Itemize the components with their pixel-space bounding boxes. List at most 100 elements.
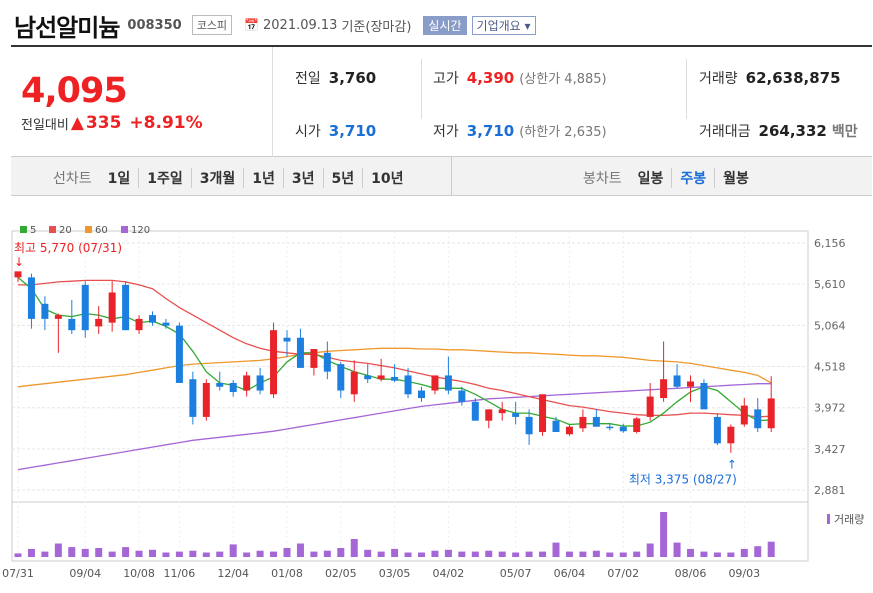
candle-body xyxy=(700,382,708,410)
candle-monthly[interactable]: 월봉 xyxy=(714,168,757,188)
period-3y[interactable]: 3년 xyxy=(282,168,323,188)
candle-body xyxy=(337,364,345,391)
volume-bar xyxy=(68,547,76,557)
y-tick-label: 4,518 xyxy=(814,361,846,374)
candle-body xyxy=(41,303,49,319)
volume-bar xyxy=(41,551,49,557)
candle-body xyxy=(525,416,533,435)
x-tick-label: 02/05 xyxy=(325,567,357,580)
volume-bar xyxy=(95,548,103,557)
quote-basis: 기준(장마감) xyxy=(341,19,412,35)
period-1y[interactable]: 1년 xyxy=(243,168,283,188)
x-tick-label: 11/06 xyxy=(164,567,196,580)
volume-bar xyxy=(713,552,721,557)
low-price: 저가 3,710 (하한가 2,635) xyxy=(433,121,607,141)
volume-bar xyxy=(202,552,210,557)
candle-body xyxy=(552,420,560,433)
stock-name: 남선알미늄 xyxy=(14,13,120,42)
high-label: 고가 xyxy=(433,71,459,87)
candle-body xyxy=(431,375,439,391)
volume-bar xyxy=(283,548,291,557)
trade-amount: 거래대금 264,332 백만 xyxy=(699,121,858,141)
volume-bar xyxy=(216,551,224,557)
volume-bar xyxy=(552,542,560,557)
candle-body xyxy=(162,322,170,326)
low-arrow-icon: ↑ xyxy=(727,458,737,472)
candle-body xyxy=(149,315,156,323)
candle-body xyxy=(418,390,425,399)
volume-bar xyxy=(646,543,654,557)
volume-bar xyxy=(673,542,681,557)
line-chart-label: 선차트 xyxy=(53,171,92,187)
low-value: 3,710 xyxy=(466,122,515,140)
x-tick-label: 08/06 xyxy=(675,567,707,580)
period-5y[interactable]: 5년 xyxy=(322,168,363,188)
y-tick-label: 3,972 xyxy=(814,402,846,415)
volume-bar xyxy=(270,551,278,557)
volume-bar xyxy=(565,551,573,557)
realtime-button[interactable]: 실시간 xyxy=(423,15,467,35)
ma60-line xyxy=(17,347,772,388)
volume-bar xyxy=(162,552,170,557)
legend-label: 60 xyxy=(95,225,108,236)
candle-body xyxy=(727,426,735,444)
stock-header: 남선알미늄 008350 코스피 📅 2021.09.13 기준(장마감) 실시… xyxy=(14,8,536,42)
candle-body xyxy=(283,337,291,342)
current-price: 4,095 xyxy=(21,71,128,111)
amount-value: 264,332 xyxy=(758,122,827,140)
volume-legend-label: 거래량 xyxy=(834,513,864,526)
x-tick-label: 09/03 xyxy=(728,567,760,580)
candle-body xyxy=(243,375,251,391)
candle-body xyxy=(512,413,520,417)
candle-body xyxy=(108,292,116,323)
change-value: 335 xyxy=(85,113,122,133)
volume-bar xyxy=(525,551,533,557)
volume-bar xyxy=(592,550,600,557)
candle-body xyxy=(471,401,479,421)
candle-body xyxy=(687,381,694,387)
period-1w[interactable]: 1주일 xyxy=(138,168,191,188)
candle-body xyxy=(323,352,331,372)
candle-body xyxy=(606,426,614,429)
amount-unit: 백만 xyxy=(831,124,858,140)
x-tick-label: 01/08 xyxy=(271,567,303,580)
x-tick-label: 12/04 xyxy=(217,567,249,580)
candle-body xyxy=(256,375,264,391)
y-tick-label: 5,064 xyxy=(814,319,846,332)
volume-bar xyxy=(14,553,22,557)
quote-summary: 4,095 전일대비 ▲ 335 +8.91% 전일 3,760 고가 4,39… xyxy=(11,47,872,157)
period-3m[interactable]: 3개월 xyxy=(190,168,244,188)
candle-body xyxy=(579,416,587,429)
prev-close-value: 3,760 xyxy=(328,69,377,87)
volume-bar xyxy=(189,550,197,557)
period-1d[interactable]: 1일 xyxy=(107,171,131,187)
candle-daily[interactable]: 일봉 xyxy=(637,171,664,187)
high-arrow-icon: ↓ xyxy=(14,255,24,269)
candle-body xyxy=(310,349,318,368)
y-tick-label: 2,881 xyxy=(814,484,846,497)
candle-body xyxy=(391,376,399,381)
high-price: 고가 4,390 (상한가 4,885) xyxy=(433,68,607,88)
x-tick-label: 04/02 xyxy=(433,567,465,580)
candle-body xyxy=(14,271,22,278)
volume-bar xyxy=(108,551,116,557)
volume-bar xyxy=(606,552,614,557)
volume-bar xyxy=(122,547,130,557)
open-price: 시가 3,710 xyxy=(295,121,376,141)
x-tick-label: 07/02 xyxy=(607,567,639,580)
company-overview-dropdown[interactable]: 기업개요 ▾ xyxy=(471,15,536,35)
candle-body xyxy=(619,426,627,432)
volume-bar xyxy=(740,548,748,557)
period-10y[interactable]: 10년 xyxy=(362,168,411,188)
volume-bar xyxy=(391,548,399,557)
volume-bar xyxy=(458,551,466,557)
volume-bar xyxy=(135,550,143,557)
volume-bar xyxy=(323,550,331,557)
candle-body xyxy=(202,382,210,417)
candle-body xyxy=(633,418,641,433)
period-selector: 선차트 1일 1주일 3개월 1년 3년 5년 10년 봉차트 일봉 주봉 월봉 xyxy=(11,157,872,196)
candle-weekly[interactable]: 주봉 xyxy=(671,168,714,188)
candle-chart-label: 봉차트 xyxy=(583,171,622,187)
x-tick-label: 05/07 xyxy=(500,567,532,580)
